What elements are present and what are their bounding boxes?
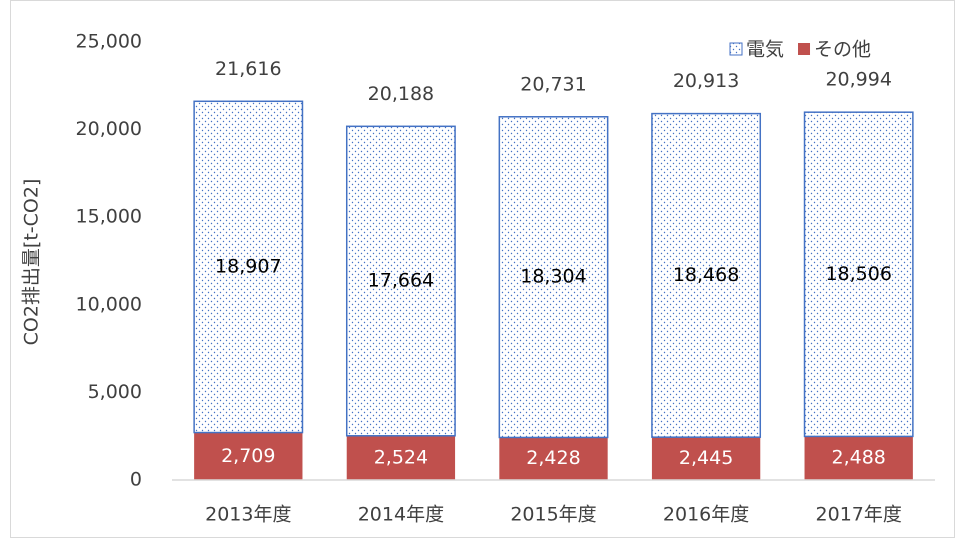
total-label: 20,913 xyxy=(673,70,739,92)
total-label: 20,731 xyxy=(520,73,586,95)
y-tick-label: 10,000 xyxy=(76,293,142,315)
bar-segment xyxy=(803,111,914,438)
data-label: 2,524 xyxy=(374,446,428,468)
bar-segment xyxy=(498,116,609,439)
legend-label: 電気 xyxy=(746,39,784,61)
data-label: 2,445 xyxy=(679,447,733,469)
bar-segment xyxy=(499,437,608,480)
x-tick-label: 2017年度 xyxy=(816,504,902,526)
x-tick-label: 2013年度 xyxy=(205,504,291,526)
data-label: 18,468 xyxy=(673,264,739,286)
bar-segment xyxy=(651,437,761,480)
total-label: 21,616 xyxy=(215,58,281,80)
y-tick-label: 0 xyxy=(130,469,142,491)
bar-segment xyxy=(193,100,304,434)
data-label: 2,428 xyxy=(526,447,580,469)
bar-segment xyxy=(194,432,303,480)
legend-label: その他 xyxy=(814,39,871,61)
data-label: 18,907 xyxy=(215,255,281,277)
total-label: 20,188 xyxy=(368,83,434,105)
legend-swatch xyxy=(798,43,811,55)
y-axis-title: CO2排出量[t-CO2] xyxy=(21,179,43,346)
legend-swatch xyxy=(729,42,743,56)
y-tick-label: 25,000 xyxy=(76,31,142,53)
data-label: 18,304 xyxy=(520,266,586,288)
bar-segment xyxy=(651,112,762,438)
y-tick-label: 20,000 xyxy=(76,118,142,140)
y-tick-label: 15,000 xyxy=(76,206,142,228)
bar-segment xyxy=(345,125,456,437)
bar-segment xyxy=(804,436,913,480)
x-tick-label: 2016年度 xyxy=(663,504,749,526)
data-label: 2,709 xyxy=(221,445,275,467)
y-tick-label: 5,000 xyxy=(88,381,142,403)
x-tick-label: 2015年度 xyxy=(510,504,596,526)
data-label: 2,488 xyxy=(831,447,885,469)
bar-segment xyxy=(346,435,456,480)
data-label: 18,506 xyxy=(825,263,891,285)
total-label: 20,994 xyxy=(825,69,891,91)
data-label: 17,664 xyxy=(368,270,434,292)
x-tick-label: 2014年度 xyxy=(358,504,444,526)
